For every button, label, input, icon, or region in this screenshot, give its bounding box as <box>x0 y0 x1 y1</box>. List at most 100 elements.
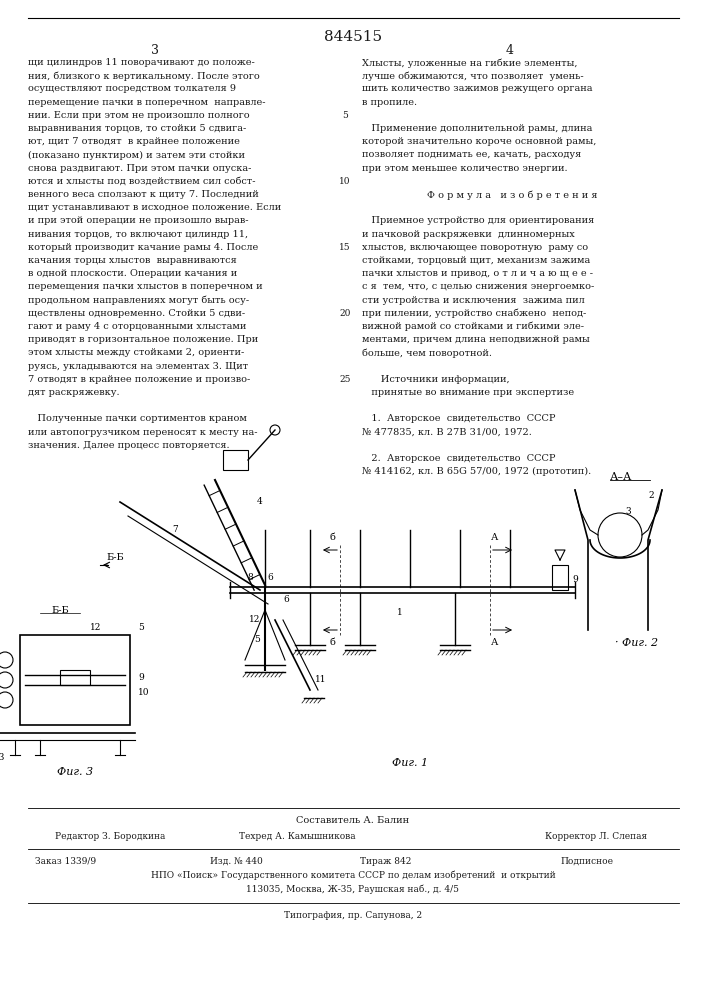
Text: Полученные пачки сортиментов краном: Полученные пачки сортиментов краном <box>28 414 247 423</box>
Text: б: б <box>329 638 335 647</box>
Text: которой значительно короче основной рамы,: которой значительно короче основной рамы… <box>362 137 597 146</box>
Text: руясь, укладываются на элементах 3. Щит: руясь, укладываются на элементах 3. Щит <box>28 362 248 371</box>
Text: в пропиле.: в пропиле. <box>362 98 417 107</box>
Text: б: б <box>329 533 335 542</box>
Text: с я  тем, что, с целью снижения энергоемко-: с я тем, что, с целью снижения энергоемк… <box>362 282 595 291</box>
Text: приводят в горизонтальное положение. При: приводят в горизонтальное положение. При <box>28 335 258 344</box>
Text: 5: 5 <box>342 111 348 120</box>
Text: 7 отводят в крайнее положение и произво-: 7 отводят в крайнее положение и произво- <box>28 375 250 384</box>
Text: Б-Б: Б-Б <box>106 554 124 562</box>
Text: 6: 6 <box>267 574 273 582</box>
Text: 4: 4 <box>257 497 263 506</box>
Text: ментами, причем длина неподвижной рамы: ментами, причем длина неподвижной рамы <box>362 335 590 344</box>
Text: ществлены одновременно. Стойки 5 сдви-: ществлены одновременно. Стойки 5 сдви- <box>28 309 245 318</box>
Text: при этом меньшее количество энергии.: при этом меньшее количество энергии. <box>362 164 568 173</box>
Text: и при этой операции не произошло вырав-: и при этой операции не произошло вырав- <box>28 216 248 225</box>
Text: 15: 15 <box>339 243 351 252</box>
Text: 9: 9 <box>138 673 144 682</box>
Bar <box>20 635 130 725</box>
Text: хлыстов, включающее поворотную  раму со: хлыстов, включающее поворотную раму со <box>362 243 588 252</box>
Text: 10: 10 <box>339 177 351 186</box>
Text: качания торцы хлыстов  выравниваются: качания торцы хлыстов выравниваются <box>28 256 237 265</box>
Text: Фиг. 1: Фиг. 1 <box>392 758 428 768</box>
Text: который производит качание рамы 4. После: который производит качание рамы 4. После <box>28 243 258 252</box>
Bar <box>223 450 248 470</box>
Text: ют, щит 7 отводят  в крайнее положение: ют, щит 7 отводят в крайнее положение <box>28 137 240 146</box>
Text: и пачковой раскряжевки  длинномерных: и пачковой раскряжевки длинномерных <box>362 230 575 239</box>
Text: Ф о р м у л а   и з о б р е т е н и я: Ф о р м у л а и з о б р е т е н и я <box>427 190 597 200</box>
Text: нии. Если при этом не произошло полного: нии. Если при этом не произошло полного <box>28 111 250 120</box>
Text: Типография, пр. Сапунова, 2: Типография, пр. Сапунова, 2 <box>284 911 422 920</box>
Text: Техред А. Камышникова: Техред А. Камышникова <box>239 832 356 841</box>
Text: Б-Б: Б-Б <box>51 606 69 615</box>
Text: этом хлысты между стойками 2, ориенти-: этом хлысты между стойками 2, ориенти- <box>28 348 244 357</box>
Text: № 477835, кл. В 27В 31/00, 1972.: № 477835, кл. В 27В 31/00, 1972. <box>362 428 532 437</box>
Text: 2.  Авторское  свидетельство  СССР: 2. Авторское свидетельство СССР <box>362 454 556 463</box>
Text: щит устанавливают в исходное положение. Если: щит устанавливают в исходное положение. … <box>28 203 281 212</box>
Text: ются и хлысты под воздействием сил собст-: ются и хлысты под воздействием сил собст… <box>28 177 255 186</box>
Text: 13: 13 <box>0 753 6 762</box>
Text: в одной плоскости. Операции качания и: в одной плоскости. Операции качания и <box>28 269 238 278</box>
Text: 5: 5 <box>138 623 144 632</box>
Text: сти устройства и исключения  зажима пил: сти устройства и исключения зажима пил <box>362 296 585 305</box>
Text: 8: 8 <box>247 574 253 582</box>
Text: выравнивания торцов, то стойки 5 сдвига-: выравнивания торцов, то стойки 5 сдвига- <box>28 124 246 133</box>
Text: осуществляют посредством толкателя 9: осуществляют посредством толкателя 9 <box>28 84 236 93</box>
Text: Хлысты, уложенные на гибкие элементы,: Хлысты, уложенные на гибкие элементы, <box>362 58 578 68</box>
Text: лучше обжимаются, что позволяет  умень-: лучше обжимаются, что позволяет умень- <box>362 71 583 81</box>
Text: гают и раму 4 с оторцованными хлыстами: гают и раму 4 с оторцованными хлыстами <box>28 322 246 331</box>
Text: снова раздвигают. При этом пачки опуска-: снова раздвигают. При этом пачки опуска- <box>28 164 252 173</box>
Bar <box>552 565 568 590</box>
Text: № 414162, кл. В 65G 57/00, 1972 (прототип).: № 414162, кл. В 65G 57/00, 1972 (прототи… <box>362 467 591 476</box>
Text: 6: 6 <box>283 595 288 604</box>
Text: нивания торцов, то включают цилиндр 11,: нивания торцов, то включают цилиндр 11, <box>28 230 248 239</box>
Text: 4: 4 <box>506 44 514 57</box>
Text: Корректор Л. Слепая: Корректор Л. Слепая <box>545 832 647 841</box>
Text: 7: 7 <box>172 526 178 534</box>
Text: 25: 25 <box>339 375 351 384</box>
Text: продольном направлениях могут быть осу-: продольном направлениях могут быть осу- <box>28 296 249 305</box>
Text: 1.  Авторское  свидетельство  СССР: 1. Авторское свидетельство СССР <box>362 414 556 423</box>
Text: А: А <box>491 533 498 542</box>
Text: НПО «Поиск» Государственного комитета СССР по делам изобретений  и открытий: НПО «Поиск» Государственного комитета СС… <box>151 871 556 880</box>
Text: значения. Далее процесс повторяется.: значения. Далее процесс повторяется. <box>28 441 230 450</box>
Text: щи цилиндров 11 поворачивают до положе-: щи цилиндров 11 поворачивают до положе- <box>28 58 255 67</box>
Text: 2: 2 <box>648 490 654 499</box>
Text: 844515: 844515 <box>324 30 382 44</box>
Text: 3: 3 <box>151 44 159 57</box>
Text: Подписное: Подписное <box>560 857 613 866</box>
Text: позволяет поднимать ее, качать, расходуя: позволяет поднимать ее, качать, расходуя <box>362 150 581 159</box>
Text: венного веса сползают к щиту 7. Последний: венного веса сползают к щиту 7. Последни… <box>28 190 259 199</box>
Text: вижной рамой со стойками и гибкими эле-: вижной рамой со стойками и гибкими эле- <box>362 322 584 331</box>
Text: Изд. № 440: Изд. № 440 <box>210 857 263 866</box>
Text: 3: 3 <box>625 508 631 516</box>
Text: Источники информации,: Источники информации, <box>362 375 510 384</box>
Text: 9: 9 <box>572 576 578 584</box>
Text: 12: 12 <box>90 623 101 632</box>
Text: перемещения пачки хлыстов в поперечном и: перемещения пачки хлыстов в поперечном и <box>28 282 262 291</box>
Text: (показано пунктиром) и затем эти стойки: (показано пунктиром) и затем эти стойки <box>28 150 245 160</box>
Text: А–А: А–А <box>610 472 632 482</box>
Text: 10: 10 <box>138 688 149 697</box>
Text: при пилении, устройство снабжено  непод-: при пилении, устройство снабжено непод- <box>362 309 586 318</box>
Text: шить количество зажимов режущего органа: шить количество зажимов режущего органа <box>362 84 592 93</box>
Bar <box>60 670 90 685</box>
Text: Составитель А. Балин: Составитель А. Балин <box>296 816 409 825</box>
Text: 5: 5 <box>254 636 260 645</box>
Text: Фиг. 3: Фиг. 3 <box>57 767 93 777</box>
Text: Приемное устройство для ориентирования: Приемное устройство для ориентирования <box>362 216 595 225</box>
Text: Редактор З. Бородкина: Редактор З. Бородкина <box>55 832 165 841</box>
Text: 113035, Москва, Ж-35, Раушская наб., д. 4/5: 113035, Москва, Ж-35, Раушская наб., д. … <box>247 885 460 894</box>
Text: · Фиг. 2: · Фиг. 2 <box>615 638 658 648</box>
Text: 12: 12 <box>249 615 260 624</box>
Text: А: А <box>491 638 498 647</box>
Text: 11: 11 <box>315 676 327 684</box>
Text: дят раскряжевку.: дят раскряжевку. <box>28 388 119 397</box>
Text: или автопогрузчиком переносят к месту на-: или автопогрузчиком переносят к месту на… <box>28 428 257 437</box>
Text: 1: 1 <box>397 608 403 617</box>
Text: пачки хлыстов и привод, о т л и ч а ю щ е е -: пачки хлыстов и привод, о т л и ч а ю щ … <box>362 269 593 278</box>
Text: принятые во внимание при экспертизе: принятые во внимание при экспертизе <box>362 388 574 397</box>
Text: 20: 20 <box>339 309 351 318</box>
Text: перемещение пачки в поперечном  направле-: перемещение пачки в поперечном направле- <box>28 98 266 107</box>
Text: больше, чем поворотной.: больше, чем поворотной. <box>362 348 492 358</box>
